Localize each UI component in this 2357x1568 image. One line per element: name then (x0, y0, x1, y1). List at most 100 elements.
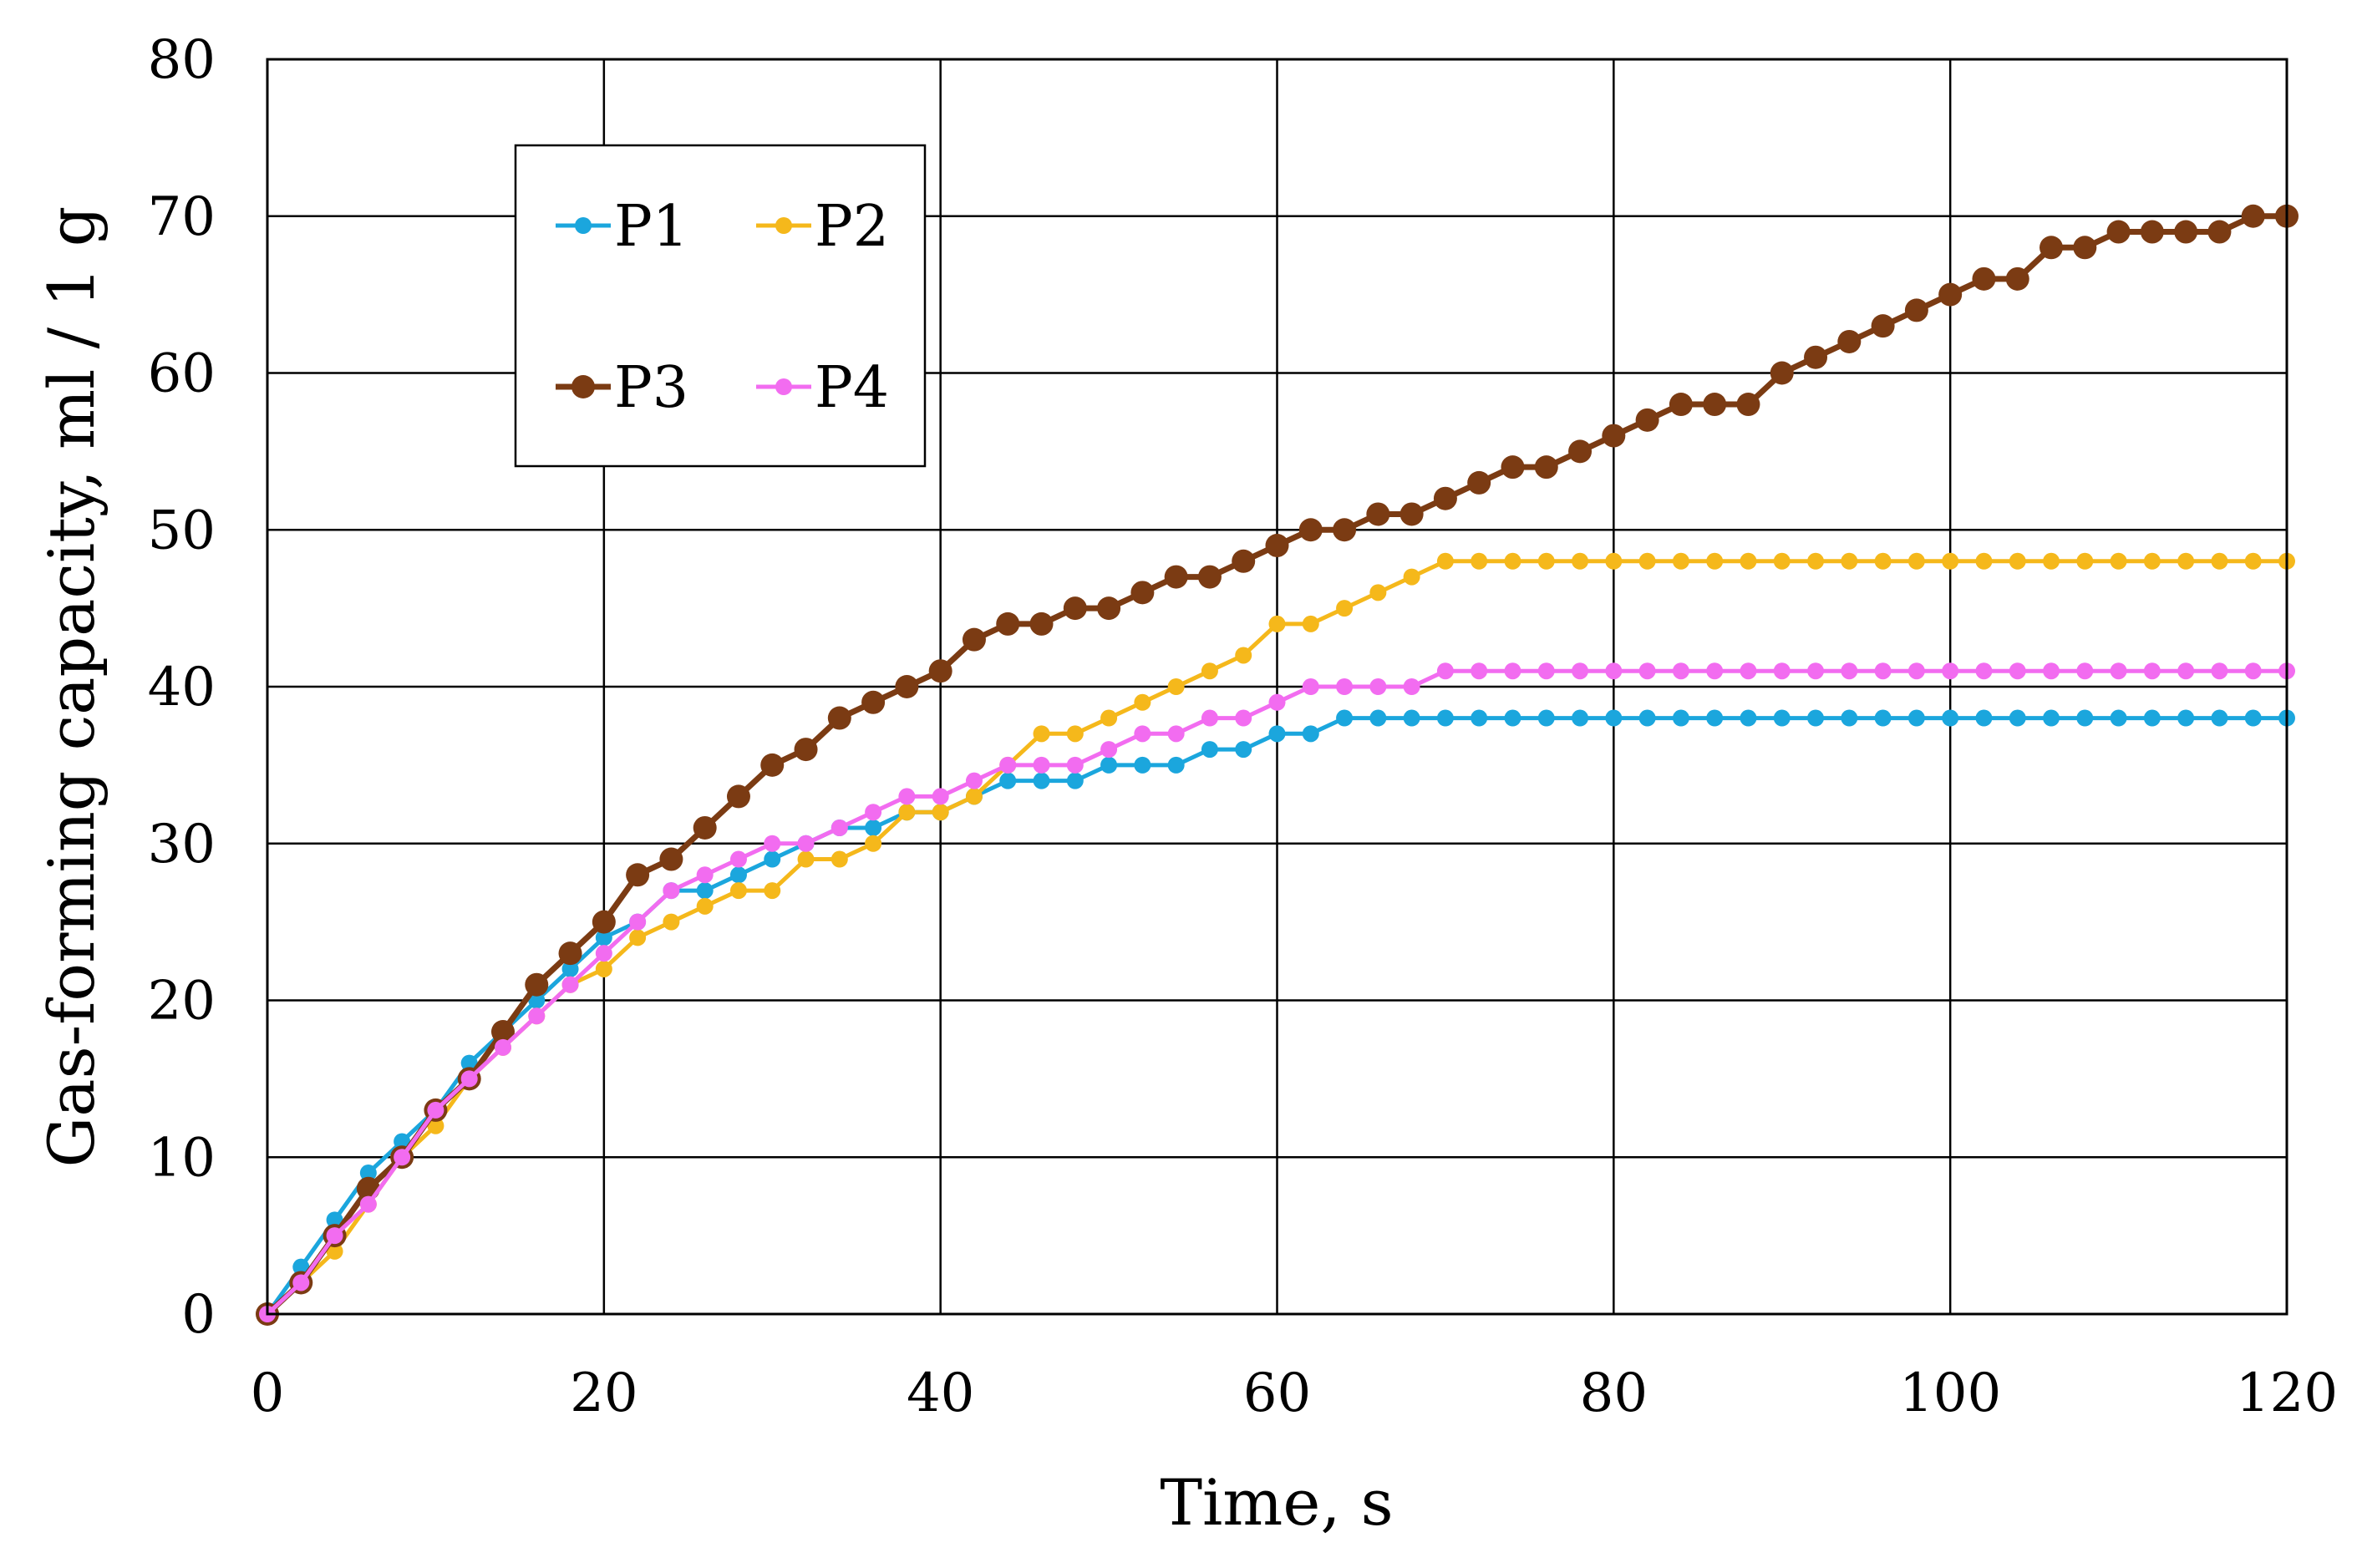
data-point-p4 (1066, 756, 1084, 774)
data-point-p4 (1537, 662, 1555, 680)
data-point-p1 (1134, 756, 1151, 774)
data-point-p4 (460, 1070, 478, 1088)
data-point-p1 (1302, 725, 1319, 743)
data-point-p3 (928, 659, 952, 683)
data-point-p2 (2076, 552, 2094, 570)
data-point-p1 (1033, 772, 1050, 789)
data-point-p1 (1336, 709, 1354, 727)
data-point-p2 (1302, 615, 1319, 632)
data-point-p4 (394, 1149, 411, 1166)
legend-swatch-marker (575, 217, 592, 234)
data-point-p2 (2143, 552, 2161, 570)
data-point-p4 (898, 788, 916, 805)
data-point-p1 (1672, 709, 1689, 727)
legend-label: P1 (614, 194, 688, 260)
data-point-p2 (1033, 725, 1050, 743)
data-point-p4 (292, 1274, 310, 1291)
data-point-p3 (2040, 236, 2064, 260)
data-point-p4 (865, 804, 882, 821)
data-point-p4 (831, 819, 848, 836)
data-point-p4 (1201, 709, 1218, 727)
legend-box (514, 144, 927, 468)
data-point-p4 (1268, 693, 1286, 711)
data-point-p1 (1975, 709, 1993, 727)
y-tick-label: 80 (148, 29, 216, 91)
data-point-p4 (1403, 678, 1420, 695)
data-point-p3 (693, 815, 717, 840)
data-point-p3 (1366, 502, 1390, 526)
data-point-p3 (1736, 393, 1760, 417)
data-point-p3 (1501, 455, 1525, 480)
data-point-p4 (1235, 709, 1252, 727)
data-point-p3 (1164, 565, 1188, 589)
data-point-p3 (2106, 220, 2131, 244)
data-point-p4 (1436, 662, 1454, 680)
data-point-p1 (2244, 709, 2262, 727)
data-point-p4 (359, 1195, 377, 1213)
data-point-p1 (1572, 709, 1589, 727)
legend-label: P2 (815, 194, 889, 260)
data-point-p4 (1672, 662, 1689, 680)
data-point-p2 (696, 897, 714, 915)
data-point-p1 (1773, 709, 1791, 727)
data-point-p3 (2174, 220, 2198, 244)
data-point-p4 (595, 945, 612, 962)
x-tick-label: 60 (1243, 1362, 1311, 1424)
data-point-p3 (2140, 220, 2164, 244)
data-point-p2 (1369, 584, 1387, 601)
data-point-p3 (1197, 565, 1222, 589)
data-point-p4 (1033, 756, 1050, 774)
data-point-p4 (561, 976, 579, 993)
data-point-p1 (1235, 741, 1252, 759)
data-point-p1 (999, 772, 1017, 789)
data-point-p3 (760, 753, 785, 777)
data-point-p3 (1938, 282, 1963, 307)
data-point-p1 (1942, 709, 1959, 727)
data-point-p4 (2143, 662, 2161, 680)
data-point-p1 (595, 929, 612, 946)
data-point-p3 (794, 738, 818, 762)
series-p4 (259, 662, 2295, 1322)
data-point-p2 (764, 882, 781, 900)
data-point-p2 (1773, 552, 1791, 570)
data-point-p3 (861, 690, 886, 714)
data-point-p4 (1605, 662, 1623, 680)
y-axis-title: Gas-forming capacity, ml / 1 g (34, 206, 109, 1168)
legend-entry-p3: P3 (556, 355, 688, 421)
data-point-p4 (1167, 725, 1185, 743)
data-point-p4 (629, 913, 647, 931)
data-point-p4 (696, 866, 714, 884)
data-point-p4 (1942, 662, 1959, 680)
data-point-p2 (1471, 552, 1488, 570)
data-point-p3 (1333, 518, 1357, 542)
x-tick-label: 80 (1580, 1362, 1648, 1424)
data-point-p3 (2005, 266, 2029, 291)
data-point-p1 (1537, 709, 1555, 727)
data-point-p2 (2211, 552, 2228, 570)
data-point-p1 (1201, 741, 1218, 759)
data-point-p2 (1268, 615, 1286, 632)
data-point-p3 (525, 972, 549, 997)
data-point-p3 (1568, 439, 1592, 464)
data-point-p2 (595, 960, 612, 977)
x-tick-label: 0 (251, 1362, 285, 1424)
data-point-p4 (2244, 662, 2262, 680)
data-point-p3 (1534, 455, 1558, 480)
data-point-p4 (1471, 662, 1488, 680)
data-point-p3 (1635, 408, 1659, 432)
data-point-p1 (292, 1258, 310, 1276)
data-point-p2 (1201, 662, 1218, 680)
data-point-p1 (2009, 709, 2026, 727)
data-point-p4 (729, 850, 747, 868)
data-point-p2 (1874, 552, 1892, 570)
data-point-p1 (2110, 709, 2127, 727)
data-point-p1 (326, 1211, 343, 1229)
data-point-p2 (729, 882, 747, 900)
data-point-p3 (490, 1020, 515, 1044)
data-point-p2 (1504, 552, 1521, 570)
y-tick-label: 40 (148, 657, 216, 718)
data-point-p1 (2076, 709, 2094, 727)
data-point-p4 (326, 1227, 343, 1245)
data-point-p2 (1807, 552, 1825, 570)
